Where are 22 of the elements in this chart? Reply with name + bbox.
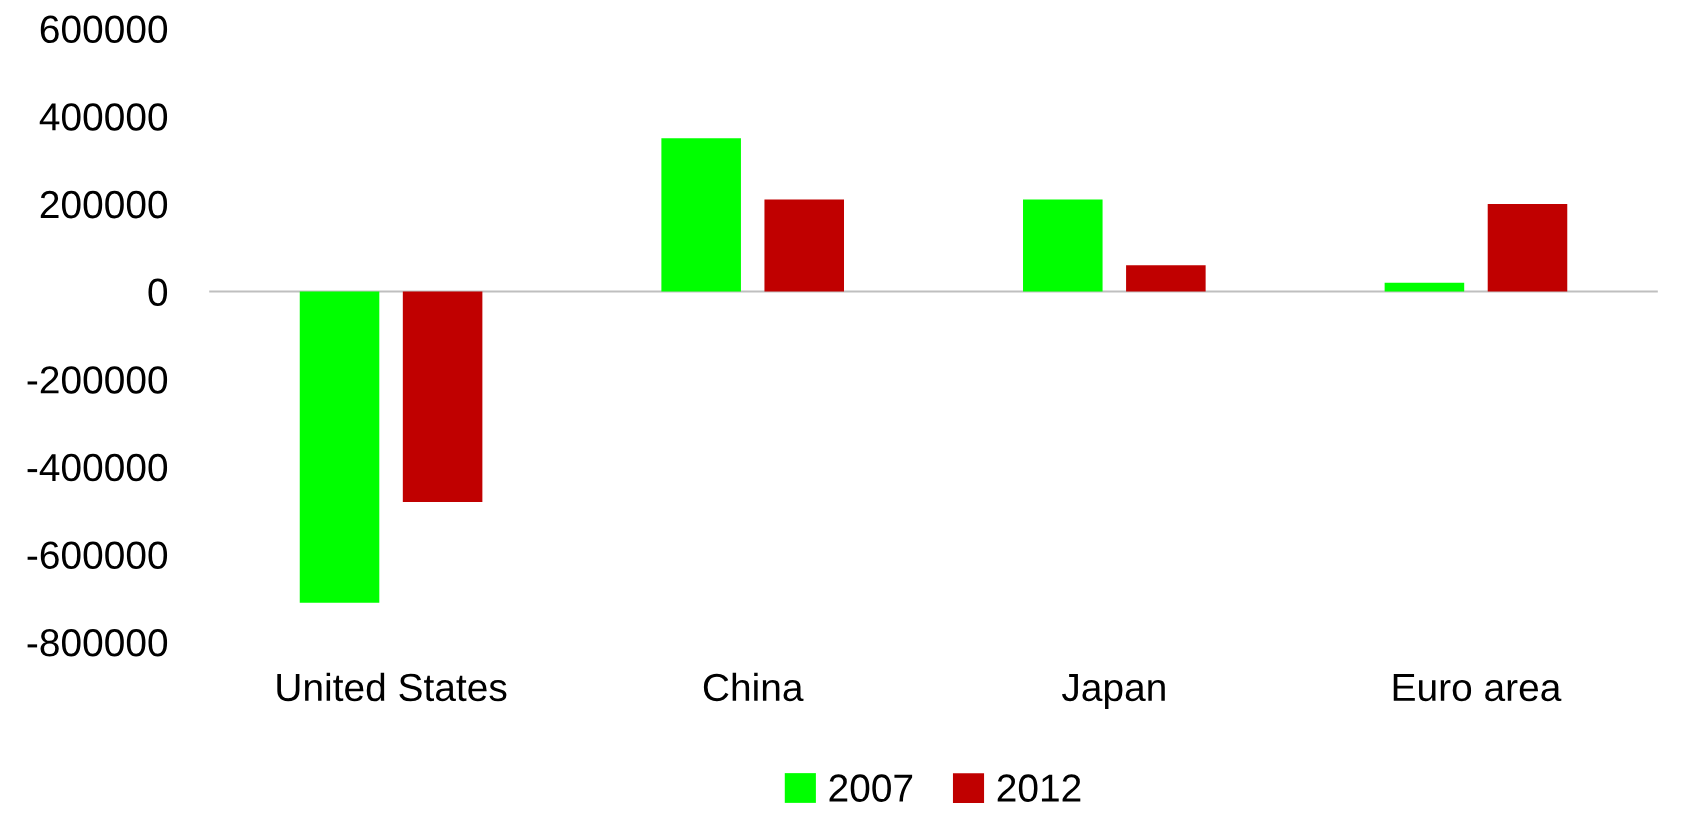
bar (402, 291, 483, 502)
x-tick-label: Euro area (1393, 674, 1562, 702)
y-tick-label: -800000 (27, 629, 168, 657)
bar (661, 138, 741, 292)
x-tick-label: United States (277, 672, 507, 702)
bar (764, 199, 845, 292)
bar (1126, 265, 1206, 292)
bar (1384, 282, 1465, 292)
y-tick-label: 200000 (40, 190, 168, 219)
bar (1487, 203, 1568, 292)
y-tick-label: -200000 (27, 366, 168, 394)
y-tick-label: 400000 (39, 103, 168, 131)
x-tick-label: Japan (1061, 674, 1165, 709)
y-tick-label: -600000 (27, 541, 168, 569)
legend-label: 2007 (829, 774, 913, 802)
bar (299, 291, 380, 603)
y-tick-label: 0 (148, 278, 168, 307)
y-tick-label: 600000 (40, 15, 168, 44)
legend-label: 2012 (997, 774, 1081, 802)
y-tick-label: -400000 (27, 453, 168, 482)
x-tick-label: China (703, 672, 804, 702)
bar (1023, 199, 1103, 292)
